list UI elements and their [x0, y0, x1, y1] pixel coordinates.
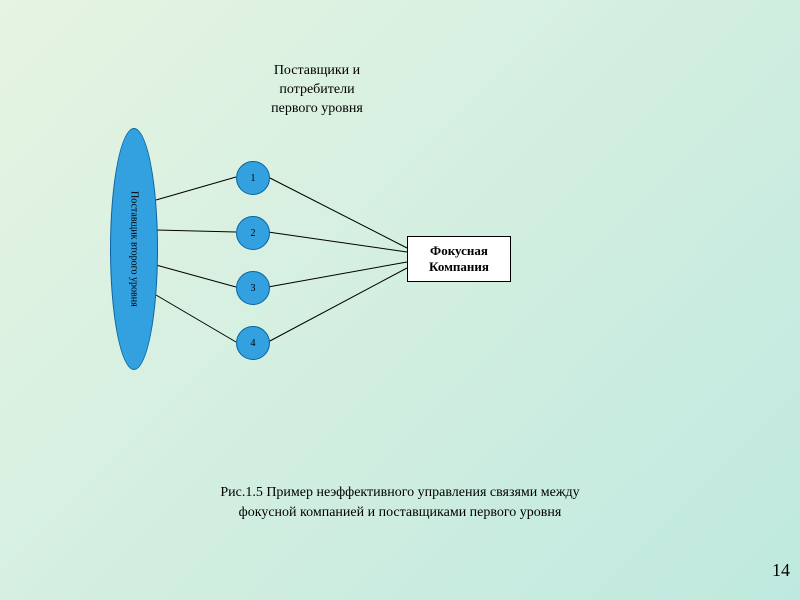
second-level-supplier-label: Поставщик второго уровня [129, 191, 140, 307]
figure-caption-line1: Рис.1.5 Пример неэффективного управления… [100, 485, 700, 501]
node-label: 1 [251, 173, 256, 184]
group-title-line1: Поставщики и [227, 63, 407, 79]
focal-company-line2: Компания [429, 259, 489, 275]
edge-line [156, 265, 236, 287]
page-number: 14 [740, 560, 790, 581]
second-level-supplier-ellipse: Поставщик второго уровня [110, 128, 158, 370]
focal-company-line1: Фокусная [429, 243, 489, 259]
edge-line [156, 177, 236, 200]
node-label: 3 [251, 283, 256, 294]
node-c4: 4 [236, 326, 270, 360]
node-label: 2 [251, 228, 256, 239]
edge-line [156, 230, 236, 232]
node-c3: 3 [236, 271, 270, 305]
edge-line [268, 268, 407, 342]
focal-company-box: Фокусная Компания [407, 236, 511, 282]
node-label: 4 [251, 338, 256, 349]
figure-caption-line2: фокусной компанией и поставщиками первог… [100, 505, 700, 521]
edge-line [268, 232, 407, 252]
node-c1: 1 [236, 161, 270, 195]
edge-line [268, 262, 407, 287]
edge-line [156, 295, 236, 342]
group-title-line3: первого уровня [227, 101, 407, 117]
node-c2: 2 [236, 216, 270, 250]
edge-line [268, 177, 407, 248]
slide: { "background": { "grad_from": "#e6f4e2"… [0, 0, 800, 600]
group-title-line2: потребители [227, 82, 407, 98]
